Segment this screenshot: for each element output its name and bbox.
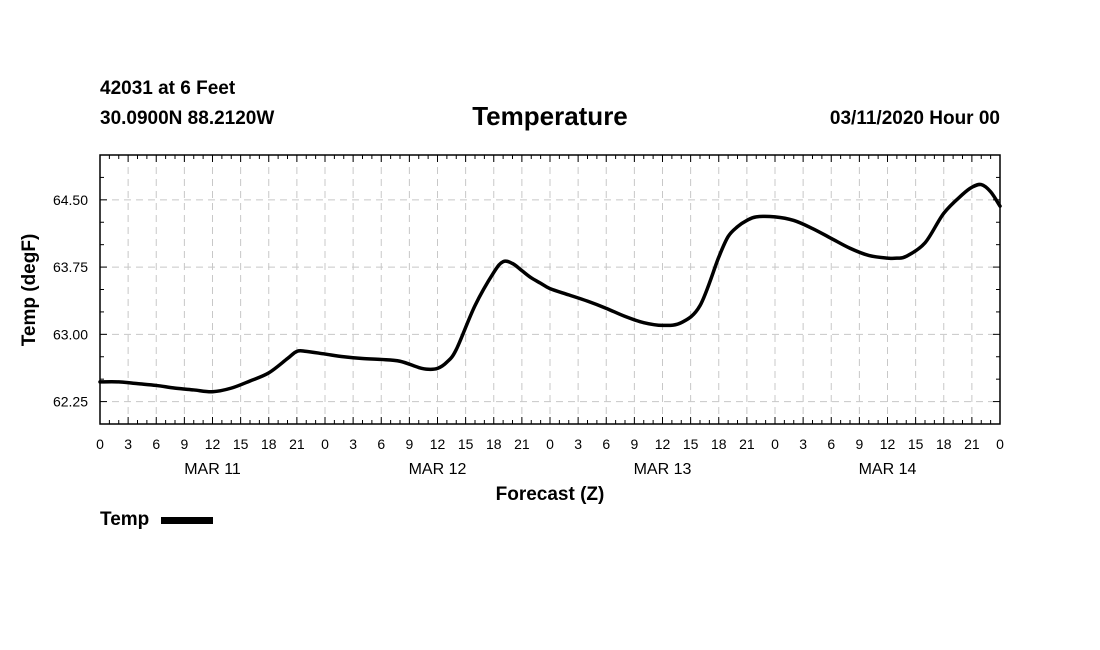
x-tick-label: 0 bbox=[321, 436, 329, 452]
x-axis-title: Forecast (Z) bbox=[496, 484, 605, 505]
x-tick-label: 6 bbox=[827, 436, 835, 452]
y-tick-label: 62.25 bbox=[53, 394, 88, 410]
legend: Temp bbox=[100, 509, 213, 530]
x-tick-label: 18 bbox=[711, 436, 727, 452]
x-tick-label: 12 bbox=[655, 436, 671, 452]
temp-series-line bbox=[98, 182, 1002, 394]
x-tick-label: 21 bbox=[514, 436, 530, 452]
x-tick-label: 6 bbox=[152, 436, 160, 452]
x-tick-label: 18 bbox=[936, 436, 952, 452]
day-label: MAR 14 bbox=[859, 461, 917, 478]
x-tick-label: 12 bbox=[430, 436, 446, 452]
x-tick-label: 12 bbox=[205, 436, 221, 452]
y-tick-labels: 62.25 63.00 63.75 64.50 bbox=[53, 192, 88, 410]
x-tick-label: 21 bbox=[289, 436, 305, 452]
x-tick-labels: 0 3 6 9 12 15 18 21 0 3 6 9 12 15 18 21 0 3 6 9 12 15 18 21 0 3 6 9… bbox=[96, 436, 1004, 452]
x-tick-label: 18 bbox=[486, 436, 502, 452]
station-label: 42031 at 6 Feet bbox=[100, 78, 236, 99]
x-tick-label: 15 bbox=[458, 436, 474, 452]
x-tick-label: 6 bbox=[377, 436, 385, 452]
x-tick-label: 21 bbox=[739, 436, 755, 452]
day-labels: MAR 11 MAR 12 MAR 13 MAR 14 bbox=[184, 461, 916, 478]
x-tick-label: 9 bbox=[180, 436, 188, 452]
chart-title: Temperature bbox=[472, 101, 628, 131]
x-tick-label: 9 bbox=[405, 436, 413, 452]
x-tick-label: 12 bbox=[880, 436, 896, 452]
x-tick-label: 15 bbox=[908, 436, 924, 452]
x-tick-label: 3 bbox=[799, 436, 807, 452]
y-axis-title: Temp (degF) bbox=[19, 234, 40, 347]
legend-label: Temp bbox=[100, 509, 149, 530]
x-tick-label: 9 bbox=[630, 436, 638, 452]
day-label: MAR 11 bbox=[184, 461, 241, 478]
x-tick-label: 0 bbox=[771, 436, 779, 452]
x-tick-label: 0 bbox=[96, 436, 104, 452]
x-tick-label: 21 bbox=[964, 436, 980, 452]
x-tick-label: 9 bbox=[855, 436, 863, 452]
y-tick-label: 63.00 bbox=[53, 326, 88, 342]
x-tick-label: 3 bbox=[349, 436, 357, 452]
x-tick-label: 15 bbox=[683, 436, 699, 452]
x-tick-label: 0 bbox=[996, 436, 1004, 452]
legend-swatch bbox=[161, 517, 213, 524]
x-tick-label: 18 bbox=[261, 436, 277, 452]
x-tick-label: 0 bbox=[546, 436, 554, 452]
x-tick-label: 15 bbox=[233, 436, 249, 452]
x-tick-label: 3 bbox=[124, 436, 132, 452]
location-label: 30.0900N 88.2120W bbox=[100, 108, 274, 129]
day-label: MAR 12 bbox=[409, 461, 467, 478]
day-label: MAR 13 bbox=[634, 461, 692, 478]
y-tick-label: 64.50 bbox=[53, 192, 88, 208]
y-tick-label: 63.75 bbox=[53, 259, 88, 275]
x-tick-label: 6 bbox=[602, 436, 610, 452]
plot-frame bbox=[99, 154, 1001, 425]
timestamp-label: 03/11/2020 Hour 00 bbox=[830, 108, 1000, 129]
x-tick-label: 3 bbox=[574, 436, 582, 452]
